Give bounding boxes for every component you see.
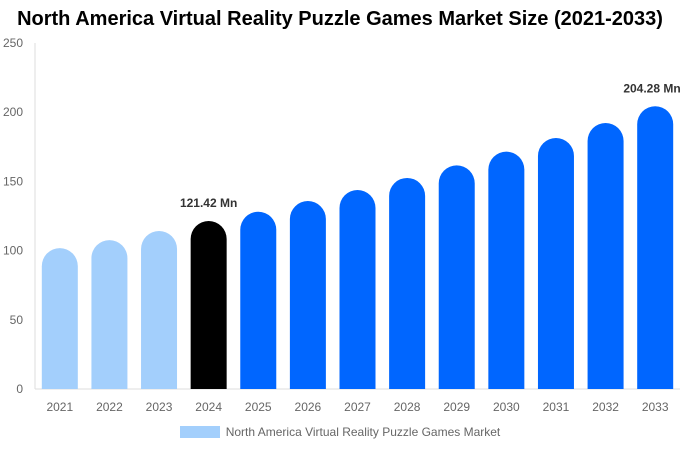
y-tick-label: 100	[3, 244, 23, 258]
bar-2031	[537, 137, 574, 389]
y-tick-label: 0	[16, 382, 23, 396]
x-tick-label: 2029	[443, 400, 470, 414]
bar-2033	[637, 106, 674, 389]
legend[interactable]: North America Virtual Reality Puzzle Gam…	[0, 425, 680, 439]
bar-2026	[289, 201, 326, 389]
bar-2029	[438, 165, 475, 389]
bar-chart: 0 50 100 150 200 250 2021 2022 2023 2024 121.42 Mn…	[3, 36, 680, 414]
bar-2023	[141, 230, 178, 389]
y-tick-label: 200	[3, 105, 23, 119]
bar-2027	[339, 189, 376, 389]
x-tick-label: 2027	[344, 400, 371, 414]
legend-swatch	[179, 426, 220, 438]
chart-title: North America Virtual Reality Puzzle Gam…	[17, 8, 663, 30]
bar-2021	[41, 248, 78, 389]
bar-2030	[488, 151, 525, 389]
y-tick-label: 150	[3, 174, 23, 188]
legend-label: North America Virtual Reality Puzzle Gam…	[225, 425, 501, 439]
x-tick-label: 2030	[493, 400, 520, 414]
x-tick-label: 2024	[195, 400, 222, 414]
x-tick-label: 2026	[295, 400, 322, 414]
bar-2022	[91, 240, 128, 389]
x-tick-label: 2022	[96, 400, 123, 414]
y-tick-label: 250	[3, 36, 23, 50]
x-tick-label: 2032	[592, 400, 619, 414]
x-tick-label: 2023	[146, 400, 173, 414]
bar-2028	[389, 177, 426, 389]
x-tick-label: 2031	[543, 400, 570, 414]
bar-2025	[240, 211, 277, 389]
x-tick-label: 2025	[245, 400, 272, 414]
x-tick-label: 2028	[394, 400, 421, 414]
bar-2032	[587, 122, 624, 390]
y-tick-label: 50	[10, 313, 24, 327]
x-tick-label: 2033	[642, 400, 669, 414]
data-label: 204.28 Mn	[623, 81, 680, 95]
data-label: 121.42 Mn	[180, 196, 237, 210]
bar-2024	[190, 220, 227, 389]
x-tick-label: 2021	[46, 400, 73, 414]
